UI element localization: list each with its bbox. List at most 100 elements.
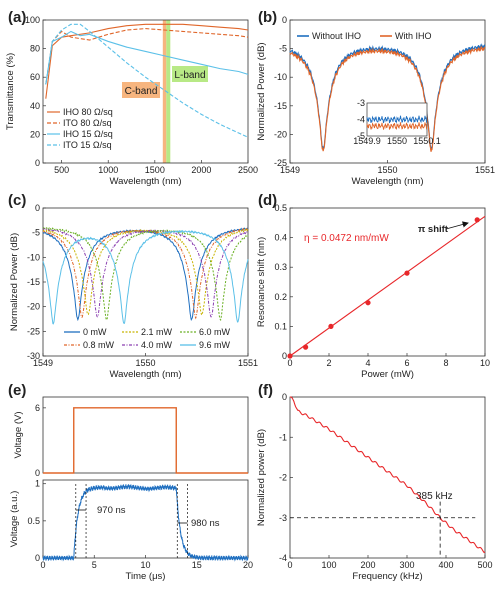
data-point	[287, 353, 293, 359]
x-tick-label: 1551	[238, 358, 258, 368]
y-tick-label: -10	[27, 252, 40, 262]
series-0-8-mw-line	[42, 227, 249, 320]
x-tick-label: 300	[399, 560, 414, 570]
data-point	[303, 344, 309, 350]
x-tick-label: 0	[40, 560, 45, 570]
data-point	[365, 300, 371, 306]
y-tick-label: -30	[27, 351, 40, 361]
y-tick-label: -25	[27, 326, 40, 336]
inset-y-tick-label: -5	[357, 131, 365, 141]
panel-label-f: (f)	[258, 382, 273, 399]
y-tick-label: 0.4	[274, 233, 287, 243]
y-tick-label: -5	[32, 228, 40, 238]
x-tick-label: 1551	[475, 165, 495, 175]
x-axis-label: Wavelength (nm)	[110, 369, 182, 380]
panel-e-bottom-axes: 0 5 10 15 20 0 0.5 1 Time (μs) Voltage (a.u.)	[9, 479, 253, 582]
y-axis-label: Transmittance (%)	[5, 53, 16, 130]
y-tick-label: 0	[282, 351, 287, 361]
y-tick-label: 100	[25, 15, 40, 25]
panel-c-legend: 0 mW 0.8 mW 2.1 mW 4.0 mW 6.0 mW 9.6 mW	[64, 327, 231, 350]
y-axis-label: Normalized Power (dB)	[9, 233, 20, 331]
panel-b-legend: Without IHO With IHO	[297, 31, 432, 41]
y-tick-label: 60	[30, 72, 40, 82]
l-band-region	[166, 20, 171, 163]
x-tick-label: 10	[140, 560, 150, 570]
x-tick-label: 1500	[145, 165, 165, 175]
inset-y-tick-label: -3	[357, 98, 365, 108]
x-tick-label: 100	[321, 560, 336, 570]
x-axis-label: Time (μs)	[126, 571, 166, 582]
legend-label-with-iho: With IHO	[395, 31, 432, 41]
panel-d-arrow	[445, 221, 469, 230]
y-tick-label: 0	[282, 15, 287, 25]
y-tick-label: 80	[30, 44, 40, 54]
x-axis-label: Frequency (kHz)	[352, 571, 422, 582]
y-tick-label: 0	[35, 553, 40, 563]
series-6-0-mw-line	[42, 226, 249, 321]
y-tick-label: 0.2	[274, 292, 287, 302]
x-tick-label: 500	[54, 165, 69, 175]
panel-b-axes: 1549 1550 1551 -25 -20 -15 -10 -5 0 Wavelength (n…	[256, 15, 495, 187]
x-tick-label: 1000	[98, 165, 118, 175]
c-band-label: C-band	[125, 86, 158, 97]
y-tick-label: -2	[279, 473, 287, 483]
y-axis-label: Normalized Power (dB)	[256, 42, 267, 140]
x-tick-label: 2000	[191, 165, 211, 175]
c-band-region	[162, 20, 167, 163]
panel-e-rise-label: 970 ns	[97, 505, 126, 516]
y-tick-label: 0	[35, 203, 40, 213]
y-tick-label: 0	[35, 468, 40, 478]
x-axis-label: Wavelength (nm)	[110, 176, 182, 187]
panel-c-axes: 1549 1550 1551 -30 -25 -20 -15 -10 -5 0 Wavelength…	[9, 203, 258, 380]
x-tick-label: 15	[192, 560, 202, 570]
legend-label: IHO 80 Ω/sq	[63, 107, 113, 117]
inset-x-tick-label: 1550	[387, 136, 407, 146]
y-tick-label: -1	[279, 432, 287, 442]
y-tick-label: 0.5	[27, 516, 40, 526]
x-tick-label: 1549	[33, 358, 53, 368]
x-tick-label: 0	[287, 560, 292, 570]
panel-label-b: (b)	[258, 9, 277, 26]
panel-f-axes: 0 100 200 300 400 500 -4 -3 -2 -1 0 Frequency (kHz)…	[256, 392, 493, 582]
panel-a-axes: 500 1000 1500 2000 2500 0 20 40 60 80 100 Wavelengt…	[5, 15, 258, 187]
panel-a-frame	[42, 19, 249, 164]
y-axis-label: Voltage (V)	[13, 412, 24, 459]
panel-label-d: (d)	[258, 192, 277, 209]
y-tick-label: 20	[30, 129, 40, 139]
x-axis-label: Power (mW)	[361, 369, 414, 380]
legend-label-9-6mw: 9.6 mW	[199, 340, 231, 350]
frequency-response-line	[289, 396, 486, 554]
inset-series-line	[366, 122, 428, 131]
l-band-label: L-band	[174, 70, 205, 81]
voltage-response-line	[42, 484, 249, 562]
inset-y-tick-label: -4	[357, 115, 365, 125]
y-axis-label: Normalized power (dB)	[256, 429, 267, 526]
x-tick-label: 1549	[280, 165, 300, 175]
legend-label-without-iho: Without IHO	[312, 31, 361, 41]
series-ito-80-line	[45, 28, 249, 85]
y-tick-label: 40	[30, 101, 40, 111]
x-tick-label: 0	[287, 358, 292, 368]
legend-label: IHO 15 Ω/sq	[63, 129, 113, 139]
panel-d-eta-label: η = 0.0472 nm/mW	[304, 233, 389, 244]
voltage-pulse-line	[43, 407, 248, 474]
y-tick-label: -10	[274, 72, 287, 82]
legend-label-2-1mw: 2.1 mW	[141, 327, 173, 337]
panel-d-frame	[289, 207, 486, 357]
y-axis-label: Resonance shift (nm)	[256, 237, 267, 327]
data-point	[474, 217, 480, 223]
x-tick-label: 6	[404, 358, 409, 368]
x-tick-label: 200	[360, 560, 375, 570]
x-tick-label: 4	[365, 358, 370, 368]
inset-series-line	[366, 115, 428, 124]
inset-x-tick-label: 1550.1	[413, 136, 441, 146]
series-with-iho-line	[289, 45, 486, 152]
chart-layer: 500 1000 1500 2000 2500020406080100Wavelengt…	[5, 15, 495, 582]
x-tick-label: 5	[92, 560, 97, 570]
x-axis-label: Wavelength (nm)	[352, 176, 424, 187]
y-tick-label: -5	[279, 44, 287, 54]
y-tick-label: 1	[35, 479, 40, 489]
x-tick-label: 500	[477, 560, 492, 570]
